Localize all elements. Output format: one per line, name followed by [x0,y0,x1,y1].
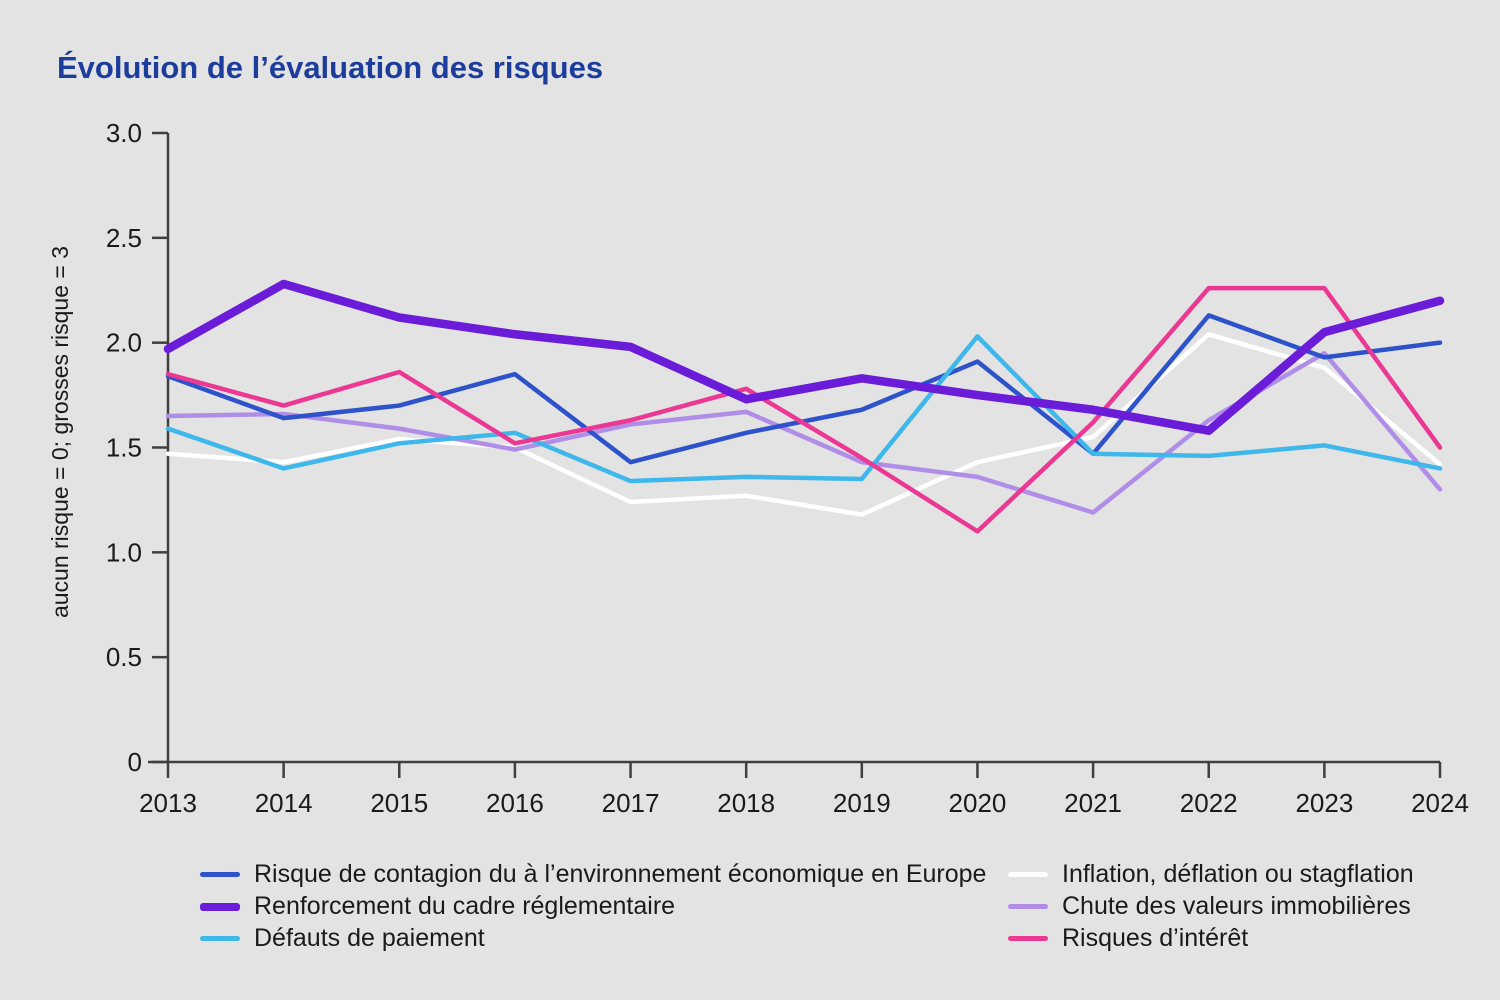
legend-item: Inflation, déflation ou stagflation [1008,860,1414,888]
series-line-2 [165,334,1443,484]
legend-swatch [1008,872,1048,877]
legend-swatch [1008,936,1048,941]
series-line-4 [165,350,1443,515]
legend-item: Risques d’intérêt [1008,924,1414,952]
y-tick-label: 2.5 [106,223,142,253]
chart-axes: 3.0 2.5 2.0 1.5 1.0 0.5 0 2013 2014 2015 2016 2017 2… [106,118,1469,818]
legend-label: Risque de contagion du à l’environnement… [254,860,987,888]
legend-swatch [200,936,240,941]
y-tick-label: 2.0 [106,328,142,358]
y-tick-label: 0.5 [106,642,142,672]
x-tick-label: 2023 [1295,788,1353,818]
legend-item: Risque de contagion du à l’environnement… [200,860,987,888]
legend-item: Chute des valeurs immobilières [1008,892,1414,920]
series-line-5 [165,285,1443,534]
x-tick-label: 2024 [1411,788,1469,818]
legend-label: Risques d’intérêt [1062,924,1249,952]
x-tick-label: 2019 [833,788,891,818]
legend-swatch [1008,904,1048,909]
y-tick-label: 3.0 [106,118,142,148]
legend-column-2: Inflation, déflation ou stagflation Chute… [1008,860,1414,952]
legend-label: Chute des valeurs immobilières [1062,892,1411,920]
chart-title: Évolution de l’évaluation des risques [57,50,604,85]
legend-label: Renforcement du cadre réglementaire [254,892,676,920]
x-tick-label: 2013 [139,788,197,818]
y-tick-label: 0 [128,747,142,777]
legend-item: Défauts de paiement [200,924,986,952]
x-tick-label: 2018 [717,788,775,818]
legend-swatch [200,872,240,877]
x-tick-label: 2016 [486,788,544,818]
y-tick-label: 1.0 [106,537,142,567]
legend-label: Inflation, déflation ou stagflation [1062,860,1414,888]
y-axis-label: aucun risque = 0; grosses risque = 3 [47,246,73,618]
x-tick-label: 2021 [1064,788,1122,818]
series-line-3 [165,332,1443,517]
x-tick-label: 2014 [255,788,313,818]
series-line-1 [163,279,1445,435]
legend-swatch [200,902,240,911]
legend-label: Défauts de paiement [254,924,485,952]
x-tick-label: 2015 [370,788,428,818]
legend-item: Renforcement du cadre réglementaire [200,892,986,920]
legend-column-1: Risque de contagion du à l’environnement… [200,860,987,952]
x-tick-label: 2022 [1180,788,1238,818]
y-tick-label: 1.5 [106,433,142,463]
x-tick-label: 2020 [949,788,1007,818]
chart-series [163,279,1445,534]
x-tick-label: 2017 [602,788,660,818]
